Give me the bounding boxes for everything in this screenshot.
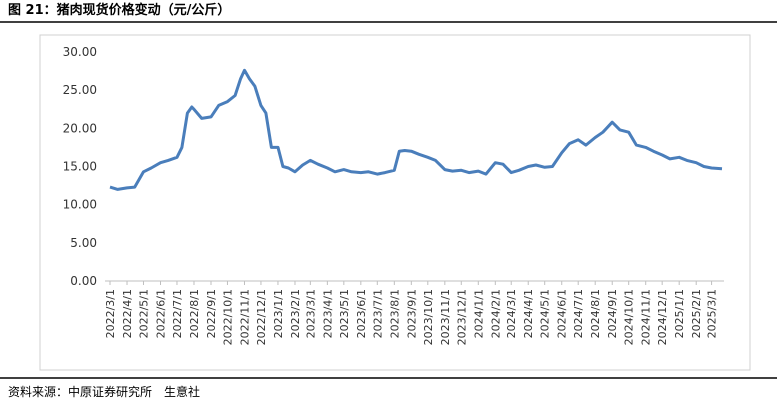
x-tick-label: 2023/9/1 <box>405 289 418 338</box>
x-tick-label: 2023/7/1 <box>371 289 384 338</box>
x-tick-label: 2022/4/1 <box>121 289 134 338</box>
x-tick-label: 2024/5/1 <box>539 289 552 338</box>
x-tick-label: 2024/3/1 <box>505 289 518 338</box>
y-tick-label: 0.00 <box>70 274 97 288</box>
x-tick-label: 2023/6/1 <box>355 289 368 338</box>
x-tick-label: 2024/12/1 <box>656 289 669 345</box>
x-tick-label: 2024/11/1 <box>640 289 653 345</box>
x-tick-label: 2024/4/1 <box>522 289 535 338</box>
x-tick-label: 2023/12/1 <box>455 289 468 345</box>
x-tick-label: 2025/2/1 <box>690 289 703 338</box>
x-tick-label: 2024/1/1 <box>472 289 485 338</box>
plot-frame <box>39 34 751 371</box>
x-tick-label: 2022/6/1 <box>154 289 167 338</box>
x-tick-label: 2024/8/1 <box>589 289 602 338</box>
y-tick-label: 15.00 <box>63 160 97 174</box>
y-tick-label: 25.00 <box>63 83 97 97</box>
x-tick-label: 2025/1/1 <box>673 289 686 338</box>
source: 资料来源：中原证券研究所 生意社 <box>8 384 200 399</box>
x-tick-label: 2024/10/1 <box>623 289 636 345</box>
chart-title: 图 21：猪肉现货价格变动（元/公斤） <box>8 2 230 18</box>
x-tick-label: 2023/5/1 <box>338 289 351 338</box>
x-tick-label: 2023/11/1 <box>439 289 452 345</box>
x-tick-label: 2022/12/1 <box>255 289 268 345</box>
x-tick-label: 2023/2/1 <box>289 289 302 338</box>
x-tick-label: 2023/3/1 <box>304 289 317 338</box>
x-tick-label: 2023/8/1 <box>388 289 401 338</box>
x-tick-label: 2022/3/1 <box>104 289 117 338</box>
x-tick-label: 2025/3/1 <box>706 289 719 338</box>
x-tick-label: 2023/1/1 <box>272 289 285 338</box>
y-tick-label: 5.00 <box>70 236 97 250</box>
x-tick-label: 2022/8/1 <box>188 289 201 338</box>
x-tick-label: 2023/10/1 <box>422 289 435 345</box>
y-tick-label: 20.00 <box>63 121 97 135</box>
x-tick-label: 2024/2/1 <box>489 289 502 338</box>
y-tick-label: 10.00 <box>63 198 97 212</box>
x-tick-label: 2024/6/1 <box>556 289 569 338</box>
series-line <box>109 68 723 191</box>
x-tick-label: 2022/7/1 <box>171 289 184 338</box>
x-tick-label: 2022/10/1 <box>221 289 234 345</box>
x-tick-label: 2022/11/1 <box>238 289 251 345</box>
y-tick-label: 30.00 <box>63 45 97 59</box>
x-tick-label: 2024/9/1 <box>606 289 619 338</box>
x-tick-label: 2022/5/1 <box>137 289 150 338</box>
x-tick-label: 2023/4/1 <box>321 289 334 338</box>
x-tick-label: 2022/9/1 <box>205 289 218 338</box>
x-tick-label: 2024/7/1 <box>572 289 585 338</box>
